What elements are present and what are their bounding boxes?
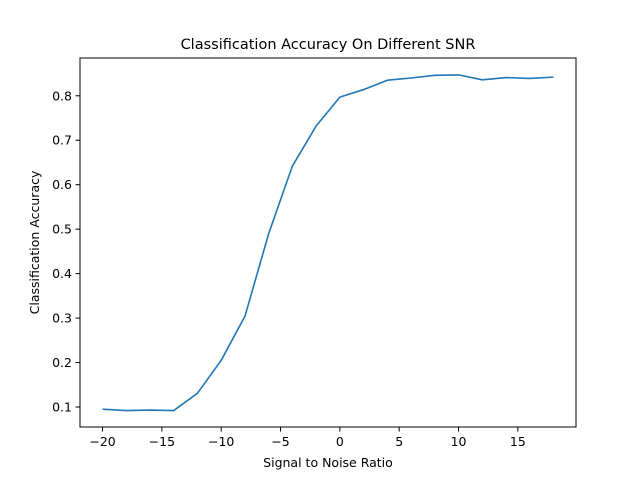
- x-tick-label: 5: [395, 434, 403, 449]
- x-tick-label: −5: [271, 434, 289, 449]
- y-axis-label: Classification Accuracy: [27, 170, 42, 314]
- y-tick-label: 0.1: [52, 399, 72, 414]
- chart-title: Classification Accuracy On Different SNR: [181, 37, 476, 53]
- x-tick-label: −20: [89, 434, 115, 449]
- series-layer: [102, 74, 554, 412]
- x-tick-label: 10: [451, 434, 467, 449]
- plot-area-frame: [79, 57, 577, 428]
- x-axis-ticks: −20 −15 −10 −5 0 5 10 15: [89, 427, 526, 449]
- series-line-0: [102, 74, 554, 412]
- y-tick-label: 0.8: [52, 88, 72, 103]
- x-tick-label: 15: [510, 434, 526, 449]
- y-tick-label: 0.7: [52, 133, 72, 148]
- x-tick-label: −15: [149, 434, 175, 449]
- x-axis-label: Signal to Noise Ratio: [263, 455, 393, 470]
- x-tick-label: 0: [336, 434, 344, 449]
- y-axis-ticks: 0.1 0.2 0.3 0.4 0.5 0.6 0.7 0.8: [52, 88, 80, 414]
- y-tick-label: 0.6: [52, 177, 72, 192]
- y-tick-label: 0.2: [52, 355, 72, 370]
- y-tick-label: 0.5: [52, 222, 72, 237]
- x-tick-label: −10: [208, 434, 234, 449]
- y-tick-label: 0.4: [52, 266, 72, 281]
- y-tick-label: 0.3: [52, 311, 72, 326]
